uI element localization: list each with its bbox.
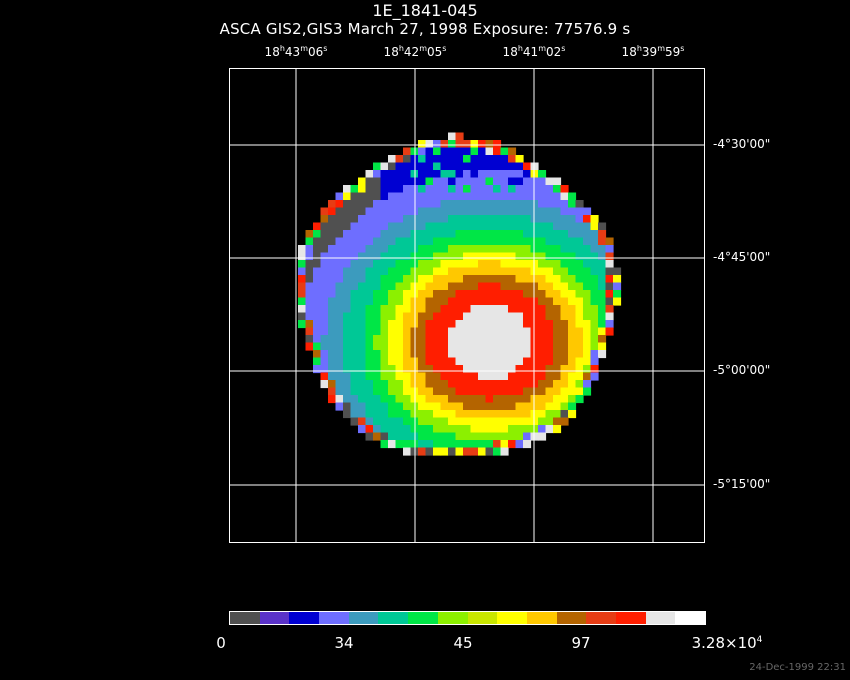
colorbar-segment (319, 612, 349, 624)
colorbar-max-label: 3.28×104 (691, 634, 763, 652)
colorbar-label: 45 (453, 634, 473, 652)
colorbar-segment (586, 612, 616, 624)
colorbar-segment (645, 612, 676, 624)
image-title: 1E_1841-045 (372, 1, 478, 20)
colorbar-segment (230, 612, 260, 624)
colorbar-segment (675, 612, 705, 624)
ra-tick-label: 18h41m02s (502, 44, 566, 59)
colorbar-segment (497, 612, 527, 624)
map-canvas (230, 69, 704, 542)
ra-tick-label: 18h42m05s (383, 44, 447, 59)
dec-tick-label: -4°30'00" (713, 137, 771, 151)
colorbar-segment (615, 612, 646, 624)
colorbar-segment (378, 612, 409, 624)
map-pixels (298, 132, 622, 456)
colorbar-label: 34 (334, 634, 354, 652)
timestamp: 24-Dec-1999 22:31 (749, 662, 846, 673)
color-scale-bar (229, 611, 706, 625)
colorbar-segment (289, 612, 320, 624)
colorbar-segment (408, 612, 438, 624)
colorbar-segment (467, 612, 498, 624)
colorbar-segment (348, 612, 379, 624)
dec-tick-label: -5°00'00" (713, 363, 771, 377)
ra-tick-label: 18h39m59s (621, 44, 685, 59)
colorbar-segment (526, 612, 557, 624)
xray-intensity-map (229, 68, 705, 543)
dec-tick-label: -4°45'00" (713, 250, 771, 264)
coordinate-grid (230, 69, 704, 542)
colorbar-segment (556, 612, 587, 624)
colorbar-segment (437, 612, 468, 624)
colorbar-label: 97 (571, 634, 591, 652)
colorbar-label: 0 (216, 634, 226, 652)
colorbar-segment (259, 612, 290, 624)
ra-tick-label: 18h43m06s (264, 44, 328, 59)
dec-tick-label: -5°15'00" (713, 477, 771, 491)
observation-subtitle: ASCA GIS2,GIS3 March 27, 1998 Exposure: … (219, 20, 631, 38)
